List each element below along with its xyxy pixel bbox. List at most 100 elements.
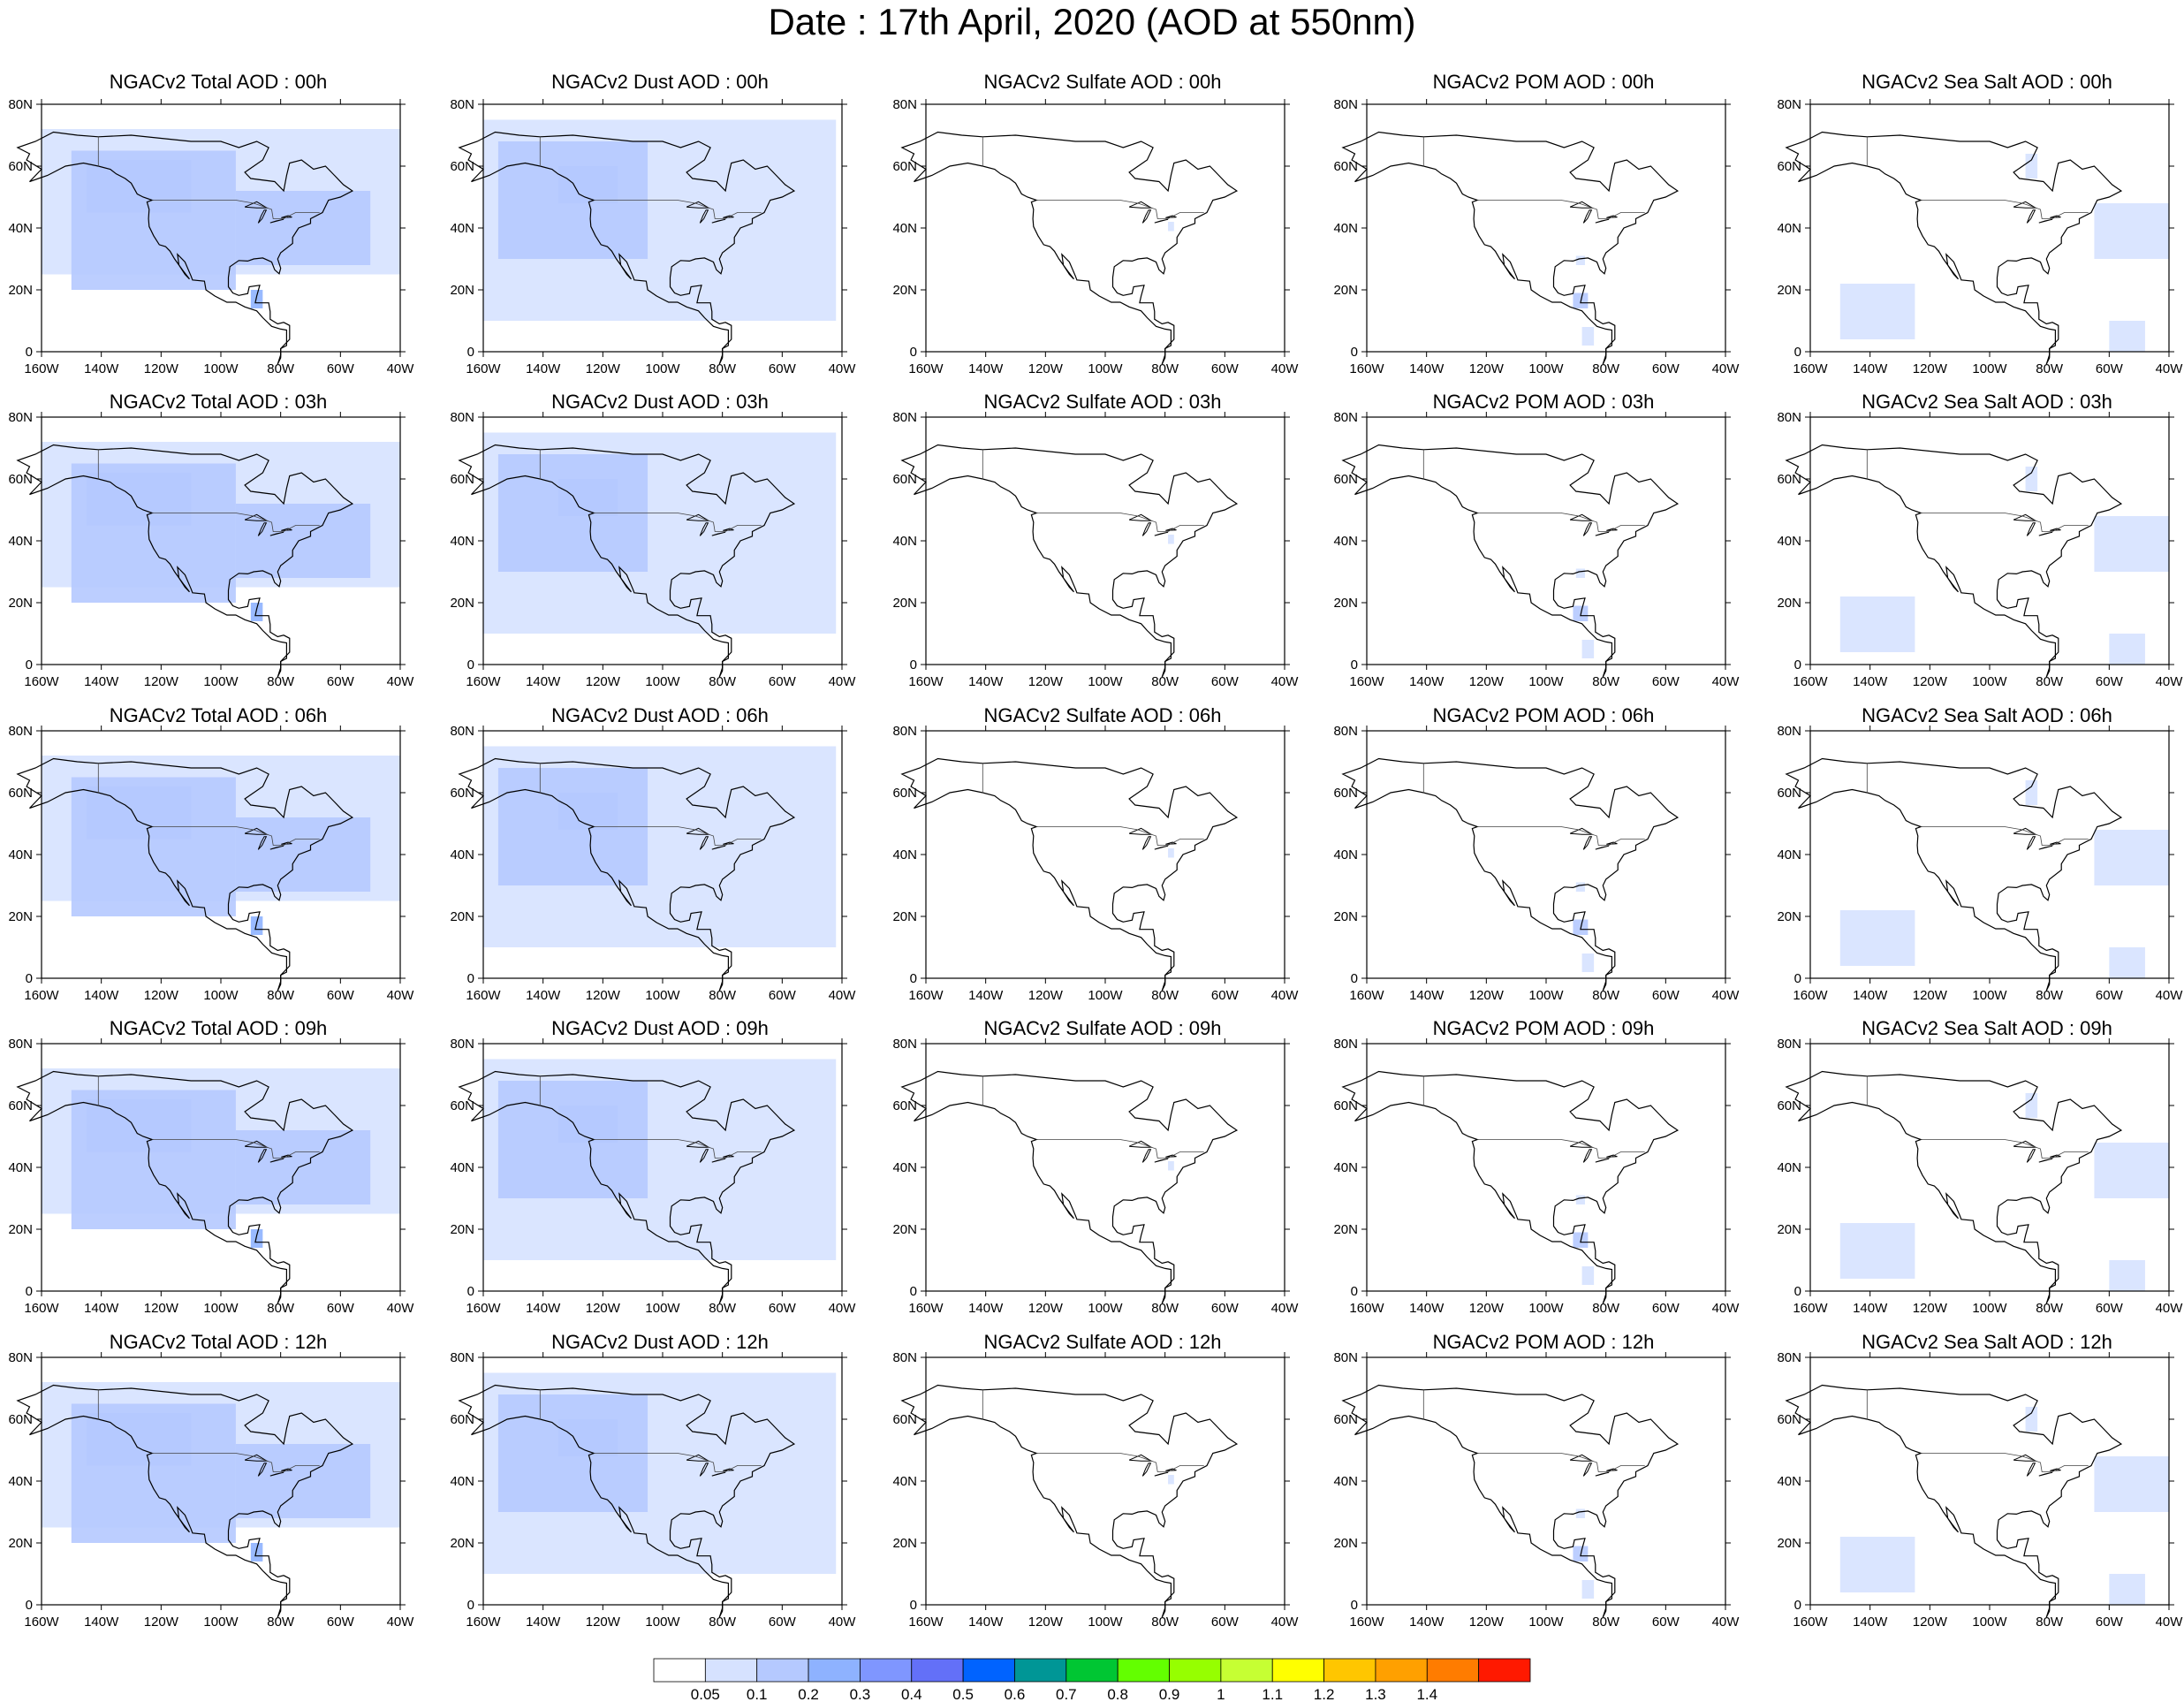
panel-title: NGACv2 Sea Salt AOD : 06h (1862, 704, 2112, 726)
lat-tick-label: 60N (1333, 1412, 1358, 1427)
aod-shading (86, 160, 192, 213)
map-plot: 160W 140W 120W 100W 80W 60W 40W 0 20N 40N 60N 80N (450, 724, 856, 1003)
lon-tick-label: 100W (1088, 988, 1123, 1003)
lat-tick-label: 0 (467, 657, 474, 672)
colorbar-swatch (808, 1658, 861, 1683)
country-border (97, 1075, 320, 1159)
lon-tick-label: 100W (203, 361, 239, 376)
map-panel-total-0: NGACv2 Total AOD : 00h 160W 140W 120W 100W 80… (0, 71, 442, 380)
map-panel-sulfate-1: NGACv2 Sulfate AOD : 03h 160W 140W 120W 100W… (884, 391, 1326, 700)
lake-outline (1595, 1471, 1610, 1477)
lon-tick-label: 140W (526, 674, 561, 689)
lat-tick-label: 0 (1351, 1284, 1358, 1299)
lat-tick-label: 40N (892, 221, 917, 236)
lon-tick-label: 120W (1913, 674, 1948, 689)
lat-tick-label: 80N (1777, 1350, 1801, 1365)
lat-tick-label: 60N (892, 1412, 917, 1427)
lat-tick-label: 20N (892, 1222, 917, 1237)
lon-tick-label: 60W (1652, 1301, 1680, 1316)
lat-tick-label: 0 (467, 1284, 474, 1299)
coastline (16, 131, 354, 365)
colorbar-label: 0.3 (850, 1686, 871, 1702)
lat-tick-label: 0 (1351, 345, 1358, 360)
lat-tick-label: 60N (1777, 159, 1801, 174)
lat-tick-label: 20N (8, 1536, 33, 1551)
panel-title: NGACv2 Total AOD : 06h (109, 704, 328, 726)
country-border (539, 1075, 762, 1159)
lon-tick-label: 160W (1793, 361, 1828, 376)
lat-tick-label: 80N (1777, 410, 1801, 425)
lon-tick-label: 100W (1088, 361, 1123, 376)
lat-tick-label: 80N (450, 724, 474, 739)
lake-outline (2038, 531, 2053, 536)
coastline (540, 165, 729, 365)
lon-tick-label: 160W (908, 1615, 944, 1630)
lon-tick-label: 100W (645, 1301, 680, 1316)
country-border (1866, 763, 2089, 846)
country-border (982, 763, 1204, 846)
lake-outline (1582, 836, 1593, 850)
lon-tick-label: 40W (829, 361, 857, 376)
lon-tick-label: 40W (2156, 361, 2184, 376)
lon-tick-label: 80W (1151, 361, 1179, 376)
lat-tick-label: 60N (1333, 786, 1358, 801)
lon-tick-label: 60W (769, 674, 797, 689)
map-plot: 160W 140W 120W 100W 80W 60W 40W 0 20N 40N 60N 80N (450, 410, 856, 689)
lon-tick-label: 100W (1972, 1301, 2007, 1316)
lon-tick-label: 160W (1349, 1301, 1384, 1316)
lon-tick-label: 60W (769, 1301, 797, 1316)
map-plot: 160W 140W 120W 100W 80W 60W 40W 0 20N 40N 60N 80N (1777, 410, 2183, 689)
lon-tick-label: 160W (1349, 674, 1384, 689)
lat-tick-label: 60N (450, 1098, 474, 1113)
colorbar-swatch (1271, 1658, 1324, 1683)
lake-outline (1141, 836, 1152, 850)
lat-tick-label: 0 (1351, 1598, 1358, 1613)
lon-tick-label: 160W (1349, 1615, 1384, 1630)
lon-tick-label: 160W (908, 361, 944, 376)
lat-tick-label: 20N (1333, 283, 1358, 298)
map-plot: 160W 140W 120W 100W 80W 60W 40W 0 20N 40N 60N 80N (892, 1037, 1300, 1316)
lake-outline (1582, 522, 1593, 536)
lat-tick-label: 0 (910, 971, 917, 986)
lake-outline (711, 1158, 726, 1163)
lat-tick-label: 80N (8, 1037, 33, 1052)
panel-title: NGACv2 Dust AOD : 12h (551, 1331, 769, 1353)
lon-tick-label: 40W (1271, 1301, 1300, 1316)
lake-outline (711, 1471, 726, 1477)
lat-tick-label: 20N (1333, 1222, 1358, 1237)
aod-shading (2025, 154, 2038, 179)
country-border (1866, 1075, 2089, 1159)
lat-tick-label: 20N (8, 1222, 33, 1237)
lon-tick-label: 140W (1853, 361, 1888, 376)
lon-tick-label: 140W (968, 1615, 1004, 1630)
aod-shading (1839, 284, 1915, 339)
lon-tick-label: 100W (1972, 988, 2007, 1003)
lake-outline (269, 531, 284, 536)
colorbar-label: 1.1 (1262, 1686, 1283, 1702)
lon-tick-label: 80W (2036, 988, 2064, 1003)
aod-shading (250, 1543, 263, 1561)
lat-tick-label: 20N (8, 596, 33, 611)
lon-tick-label: 40W (1271, 1615, 1300, 1630)
lon-tick-label: 60W (2096, 1301, 2124, 1316)
aod-shading (86, 1413, 192, 1466)
lon-tick-label: 120W (1028, 361, 1064, 376)
lat-tick-label: 20N (1777, 283, 1801, 298)
lake-outline (1582, 1463, 1593, 1477)
lake-outline (2026, 1463, 2036, 1477)
lon-tick-label: 100W (1088, 1301, 1123, 1316)
panel-title: NGACv2 POM AOD : 03h (1432, 391, 1655, 413)
lon-tick-label: 120W (144, 988, 179, 1003)
lon-tick-label: 40W (387, 361, 415, 376)
lake-outline (2026, 836, 2036, 850)
lon-tick-label: 100W (203, 1301, 239, 1316)
lon-tick-label: 100W (1528, 1615, 1564, 1630)
coastline (1341, 1384, 1680, 1618)
map-panel-dust-3: NGACv2 Dust AOD : 09h 160W 140W 120W 100W 80W… (442, 1017, 883, 1326)
lon-tick-label: 40W (387, 988, 415, 1003)
panel-title: NGACv2 Sea Salt AOD : 00h (1862, 71, 2112, 93)
lon-tick-label: 100W (1528, 988, 1564, 1003)
lake-outline (1141, 522, 1152, 536)
lon-tick-label: 140W (968, 361, 1004, 376)
lon-tick-label: 80W (2036, 1301, 2064, 1316)
